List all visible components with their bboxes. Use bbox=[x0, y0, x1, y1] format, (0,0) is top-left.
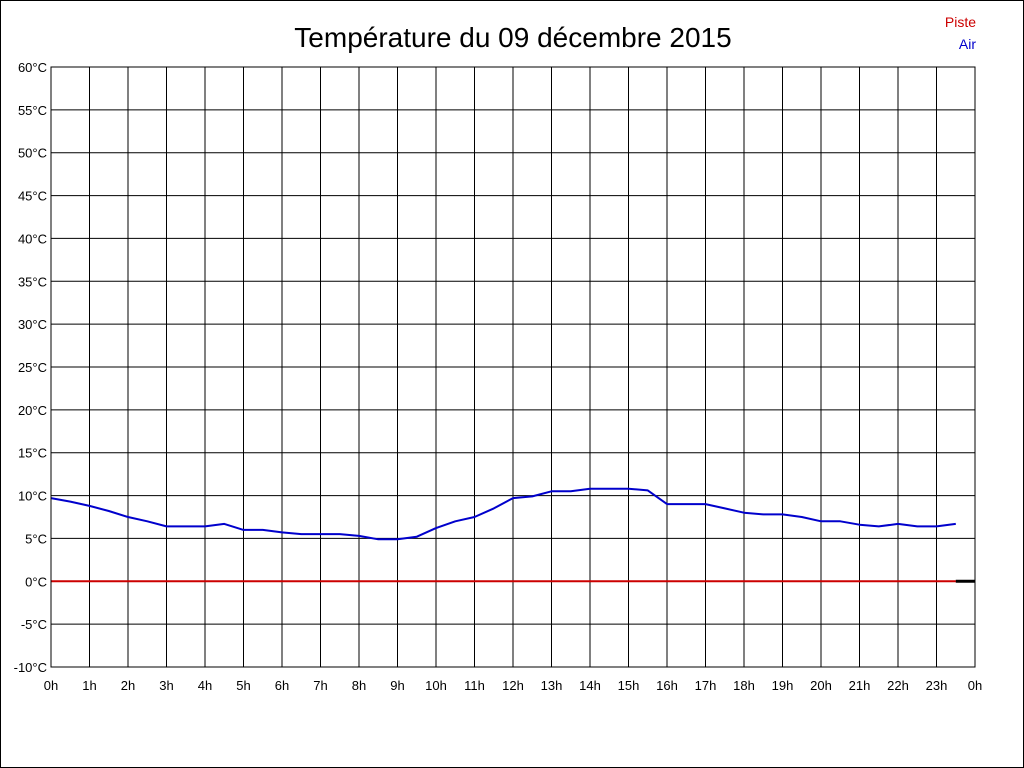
y-axis-tick-labels: -10°C -5°C 0°C 5°C 10°C 15°C 20°C 25°C 30°C 35°C 4… bbox=[14, 60, 47, 675]
y-tick-label: 10°C bbox=[18, 489, 47, 504]
y-tick-label: 50°C bbox=[18, 146, 47, 161]
x-tick-label: 22h bbox=[887, 678, 909, 693]
chart-title: Température du 09 décembre 2015 bbox=[294, 22, 731, 53]
y-tick-label: -5°C bbox=[21, 617, 47, 632]
y-tick-label: 60°C bbox=[18, 60, 47, 75]
x-tick-label: 2h bbox=[121, 678, 135, 693]
x-tick-label: 0h bbox=[968, 678, 982, 693]
x-tick-label: 9h bbox=[390, 678, 404, 693]
x-tick-label: 10h bbox=[425, 678, 447, 693]
x-tick-label: 21h bbox=[849, 678, 871, 693]
y-tick-label: 5°C bbox=[25, 531, 47, 546]
plot-area-border bbox=[50, 66, 976, 668]
y-tick-label: 15°C bbox=[18, 446, 47, 461]
x-tick-label: 18h bbox=[733, 678, 755, 693]
legend-entry-air: Air bbox=[959, 36, 976, 52]
series-line-air bbox=[50, 487, 956, 541]
series-layer bbox=[50, 487, 975, 583]
x-tick-label: 16h bbox=[656, 678, 678, 693]
x-tick-label: 3h bbox=[159, 678, 173, 693]
y-tick-label: 20°C bbox=[18, 403, 47, 418]
legend-entry-piste: Piste bbox=[945, 14, 976, 30]
x-tick-label: 17h bbox=[695, 678, 717, 693]
legend: Piste Air bbox=[945, 14, 976, 52]
y-tick-label: 55°C bbox=[18, 103, 47, 118]
y-tick-label: 25°C bbox=[18, 360, 47, 375]
x-tick-label: 8h bbox=[352, 678, 366, 693]
x-tick-label: 1h bbox=[82, 678, 96, 693]
x-tick-label: 0h bbox=[44, 678, 58, 693]
x-tick-label: 19h bbox=[772, 678, 794, 693]
y-tick-label: 40°C bbox=[18, 231, 47, 246]
x-tick-label: 11h bbox=[464, 678, 485, 693]
y-tick-label: 0°C bbox=[25, 574, 47, 589]
x-tick-label: 12h bbox=[502, 678, 524, 693]
x-tick-label: 6h bbox=[275, 678, 289, 693]
x-tick-label: 5h bbox=[236, 678, 250, 693]
x-tick-label: 23h bbox=[926, 678, 948, 693]
x-tick-label: 4h bbox=[198, 678, 212, 693]
x-tick-label: 13h bbox=[541, 678, 563, 693]
y-tick-label: -10°C bbox=[14, 660, 47, 675]
x-tick-label: 7h bbox=[313, 678, 327, 693]
y-tick-label: 45°C bbox=[18, 189, 47, 204]
y-tick-label: 30°C bbox=[18, 317, 47, 332]
x-tick-label: 15h bbox=[618, 678, 640, 693]
y-tick-label: 35°C bbox=[18, 274, 47, 289]
grid bbox=[50, 66, 976, 668]
x-tick-label: 20h bbox=[810, 678, 832, 693]
x-axis-tick-labels: 0h 1h 2h 3h 4h 5h 6h 7h 8h 9h 10h 11h 12h 13h 14h 15h 16… bbox=[44, 678, 982, 693]
x-tick-label: 14h bbox=[579, 678, 601, 693]
